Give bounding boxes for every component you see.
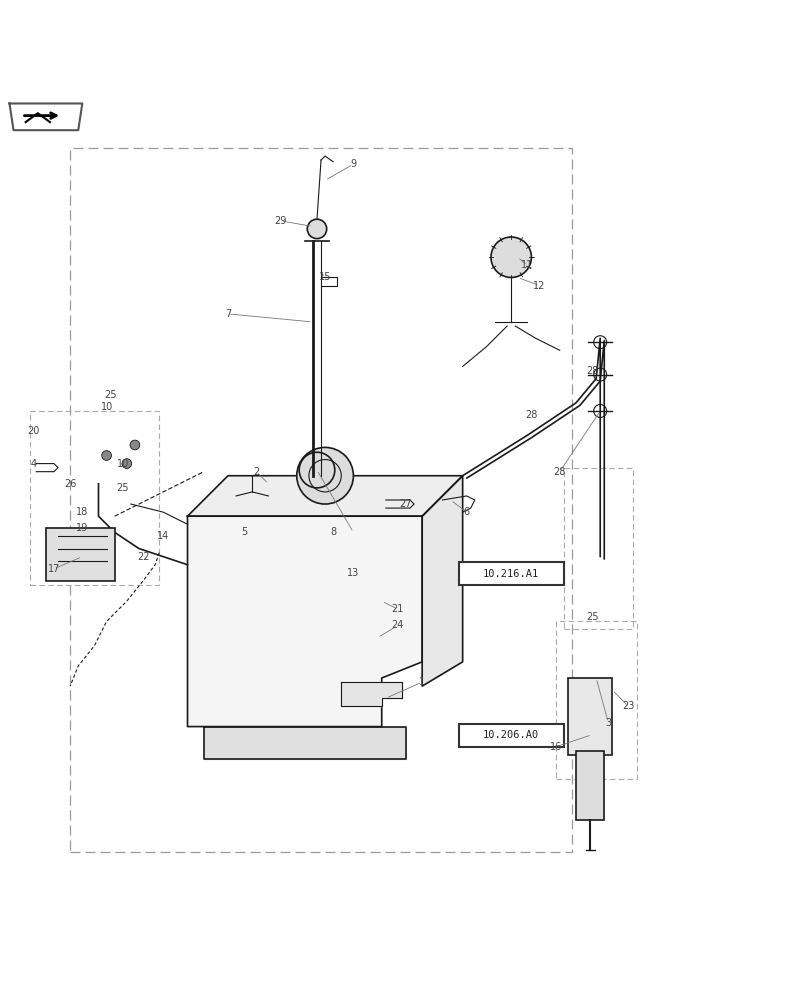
Text: 8: 8 bbox=[330, 527, 336, 537]
Bar bbox=[458, 724, 563, 747]
Text: 10.206.A0: 10.206.A0 bbox=[483, 730, 539, 740]
Text: 7: 7 bbox=[225, 309, 231, 319]
Text: 25: 25 bbox=[586, 612, 598, 622]
Text: 14: 14 bbox=[157, 531, 169, 541]
Circle shape bbox=[296, 447, 353, 504]
Text: 4: 4 bbox=[31, 459, 36, 469]
Text: 25: 25 bbox=[105, 390, 117, 400]
Circle shape bbox=[130, 440, 139, 450]
Bar bbox=[70, 148, 571, 852]
Text: 25: 25 bbox=[117, 483, 129, 493]
Text: 29: 29 bbox=[274, 216, 286, 226]
Bar bbox=[575, 751, 603, 820]
Bar bbox=[458, 562, 563, 585]
Bar bbox=[563, 468, 632, 629]
Bar bbox=[46, 528, 114, 581]
Text: 21: 21 bbox=[391, 604, 404, 614]
Polygon shape bbox=[187, 516, 422, 727]
Text: 9: 9 bbox=[350, 159, 356, 169]
Text: 10: 10 bbox=[117, 459, 129, 469]
Text: 16: 16 bbox=[549, 742, 561, 752]
Bar bbox=[567, 678, 611, 755]
Text: 28: 28 bbox=[586, 366, 598, 376]
Text: 5: 5 bbox=[241, 527, 247, 537]
Text: 28: 28 bbox=[553, 467, 565, 477]
Text: 28: 28 bbox=[525, 410, 537, 420]
Text: 18: 18 bbox=[76, 507, 88, 517]
Text: 10.216.A1: 10.216.A1 bbox=[483, 569, 539, 579]
Text: 3: 3 bbox=[604, 718, 611, 728]
Polygon shape bbox=[10, 103, 82, 130]
Text: 13: 13 bbox=[347, 568, 359, 578]
Text: 6: 6 bbox=[463, 507, 470, 517]
Circle shape bbox=[122, 459, 131, 468]
Text: 15: 15 bbox=[319, 272, 331, 282]
Text: 2: 2 bbox=[253, 467, 259, 477]
Circle shape bbox=[491, 237, 530, 277]
Polygon shape bbox=[422, 476, 462, 686]
Text: 26: 26 bbox=[64, 479, 76, 489]
Bar bbox=[30, 411, 159, 585]
Text: 22: 22 bbox=[136, 552, 149, 562]
Text: 11: 11 bbox=[521, 260, 533, 270]
Polygon shape bbox=[187, 476, 462, 516]
Text: 23: 23 bbox=[621, 701, 634, 711]
Text: 12: 12 bbox=[533, 281, 545, 291]
Text: 19: 19 bbox=[76, 523, 88, 533]
Bar bbox=[555, 621, 636, 779]
Text: 1: 1 bbox=[418, 677, 425, 687]
Text: 24: 24 bbox=[391, 620, 404, 630]
Text: 27: 27 bbox=[399, 499, 412, 509]
Polygon shape bbox=[204, 727, 406, 759]
Text: 17: 17 bbox=[48, 564, 60, 574]
Circle shape bbox=[307, 219, 326, 239]
Polygon shape bbox=[341, 682, 401, 706]
Circle shape bbox=[101, 451, 111, 460]
Text: 10: 10 bbox=[101, 402, 113, 412]
Text: 20: 20 bbox=[28, 426, 40, 436]
